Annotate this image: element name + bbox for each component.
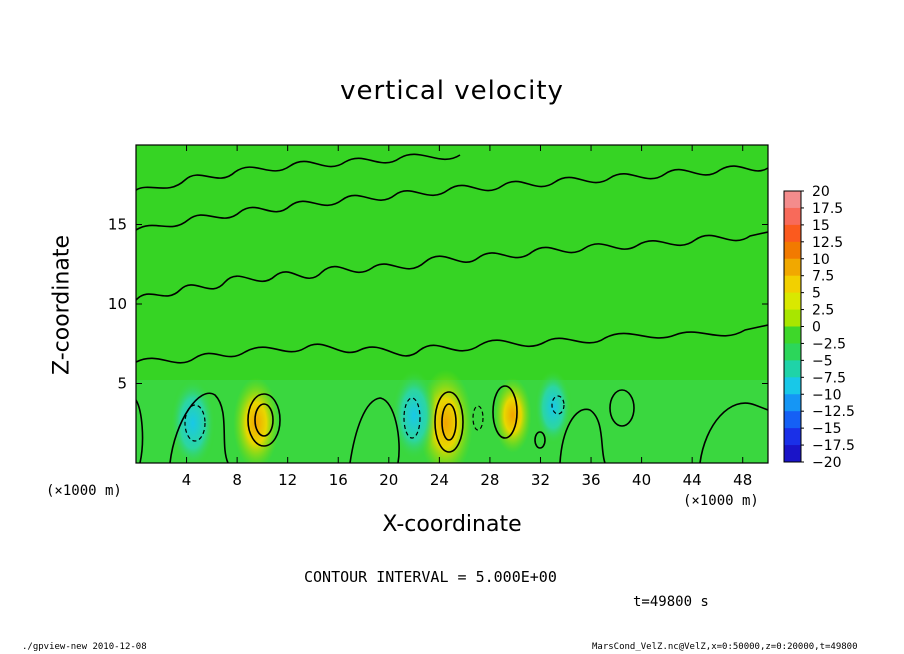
dashed-contour-ring [472, 405, 484, 431]
contour-line [169, 392, 229, 463]
contour-line [349, 397, 400, 463]
colorbar-swatch [784, 207, 801, 226]
x-unit-label-left: (×1000 m) [46, 483, 122, 499]
contour-ring [247, 393, 281, 447]
colorbar-swatch [784, 411, 801, 429]
colorbar-swatch [784, 292, 801, 311]
colorbar-label: 2.5 [812, 303, 834, 319]
colorbar-label: 5 [812, 286, 821, 302]
x-axis-label: X-coordinate [382, 512, 522, 537]
x-tick-label: 4 [182, 471, 192, 489]
colorbar-swatch [784, 191, 801, 209]
x-tick-label: 24 [430, 471, 449, 489]
colorbar-label: −20 [812, 455, 842, 471]
colorbar-label: 15 [812, 218, 830, 234]
contour-line [136, 231, 768, 301]
colorbar-swatch [784, 224, 801, 243]
x-tick-label: 32 [531, 471, 550, 489]
time-label: t=49800 s [633, 594, 709, 610]
contour-line [136, 153, 461, 191]
contour-ring [254, 403, 274, 437]
velocity-anomaly [493, 377, 532, 453]
contour-line [136, 165, 768, 231]
colorbar-swatch [784, 309, 801, 327]
colorbar-label: 17.5 [812, 201, 843, 217]
y-axis-ticks: 5 10 15 [108, 216, 768, 393]
colorbar-swatch [784, 360, 801, 378]
contour-dashed [184, 395, 565, 442]
x-tick-label: 12 [278, 471, 297, 489]
footer-program-date: ./gpview-new 2010-12-08 [22, 642, 147, 652]
contour-ring [534, 431, 546, 449]
colorbar-label: −15 [812, 421, 842, 437]
velocity-anomaly [233, 377, 279, 463]
x-tick-label: 8 [232, 471, 242, 489]
y-tick-label: 5 [117, 375, 127, 393]
colorbar-swatch [784, 445, 801, 463]
colorbar-label: 12.5 [812, 235, 843, 251]
dashed-contour-ring [184, 404, 206, 442]
colorbar-label: 7.5 [812, 269, 834, 285]
colorbar-label: 20 [812, 184, 830, 200]
colorbar-label: 0 [812, 320, 821, 336]
footer-data-source: MarsCond_VelZ.nc@VelZ,x=0:50000,z=0:2000… [592, 642, 858, 652]
x-unit-label-right: (×1000 m) [683, 493, 759, 509]
velocity-anomaly [534, 369, 572, 445]
colorbar-label: −17.5 [812, 438, 855, 454]
colorbar-label: 10 [812, 252, 830, 268]
contour-ring [609, 389, 635, 427]
colorbar-swatch [784, 326, 801, 344]
features-layer [170, 369, 572, 463]
x-tick-label: 16 [329, 471, 348, 489]
colorbar-swatch [784, 428, 801, 446]
colorbar-swatch [784, 394, 801, 412]
colorbar-swatch [784, 258, 801, 277]
x-tick-label: 40 [632, 471, 651, 489]
colorbar-label: −7.5 [812, 370, 846, 386]
contour-line [136, 324, 768, 364]
contour-line [699, 402, 768, 463]
colorbar-label: −12.5 [812, 404, 855, 420]
colorbar-swatch [784, 377, 801, 395]
x-tick-label: 48 [733, 471, 752, 489]
plot-area [136, 145, 768, 463]
x-tick-label: 36 [581, 471, 600, 489]
colorbar-swatch [784, 275, 801, 294]
contour-line [559, 408, 606, 463]
velocity-anomaly [170, 377, 216, 463]
x-axis-ticks: 4 8 12 16 20 24 28 32 36 40 44 48 [182, 145, 752, 489]
dashed-contour-ring [403, 397, 421, 439]
contour-line [136, 399, 144, 463]
colorbar-label: −10 [812, 387, 842, 403]
velocity-anomaly [391, 369, 437, 462]
colorbar: 2017.51512.5107.552.50−2.5−5−7.5−10−12.5… [783, 184, 855, 471]
dashed-contour-ring [551, 395, 565, 415]
colorbar-label: −2.5 [812, 336, 846, 352]
x-tick-label: 44 [683, 471, 702, 489]
contour-ring [492, 385, 518, 439]
colorbar-swatch [784, 241, 801, 260]
contour-ring [441, 403, 457, 441]
x-tick-label: 20 [379, 471, 398, 489]
y-tick-label: 15 [108, 216, 127, 234]
colorbar-label: −5 [812, 353, 833, 369]
y-tick-label: 10 [108, 295, 127, 313]
x-tick-label: 28 [480, 471, 499, 489]
chart-title: vertical velocity [340, 76, 564, 106]
contour-interval-label: CONTOUR INTERVAL = 5.000E+00 [304, 568, 557, 586]
contour-ring [434, 391, 464, 453]
contour-lines [136, 153, 768, 463]
colorbar-swatch [784, 343, 801, 361]
